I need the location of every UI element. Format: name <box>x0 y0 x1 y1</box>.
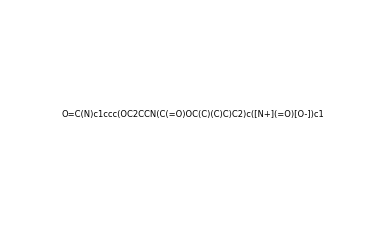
Text: O=C(N)c1ccc(OC2CCN(C(=O)OC(C)(C)C)C2)c([N+](=O)[O-])c1: O=C(N)c1ccc(OC2CCN(C(=O)OC(C)(C)C)C2)c([… <box>61 109 324 118</box>
